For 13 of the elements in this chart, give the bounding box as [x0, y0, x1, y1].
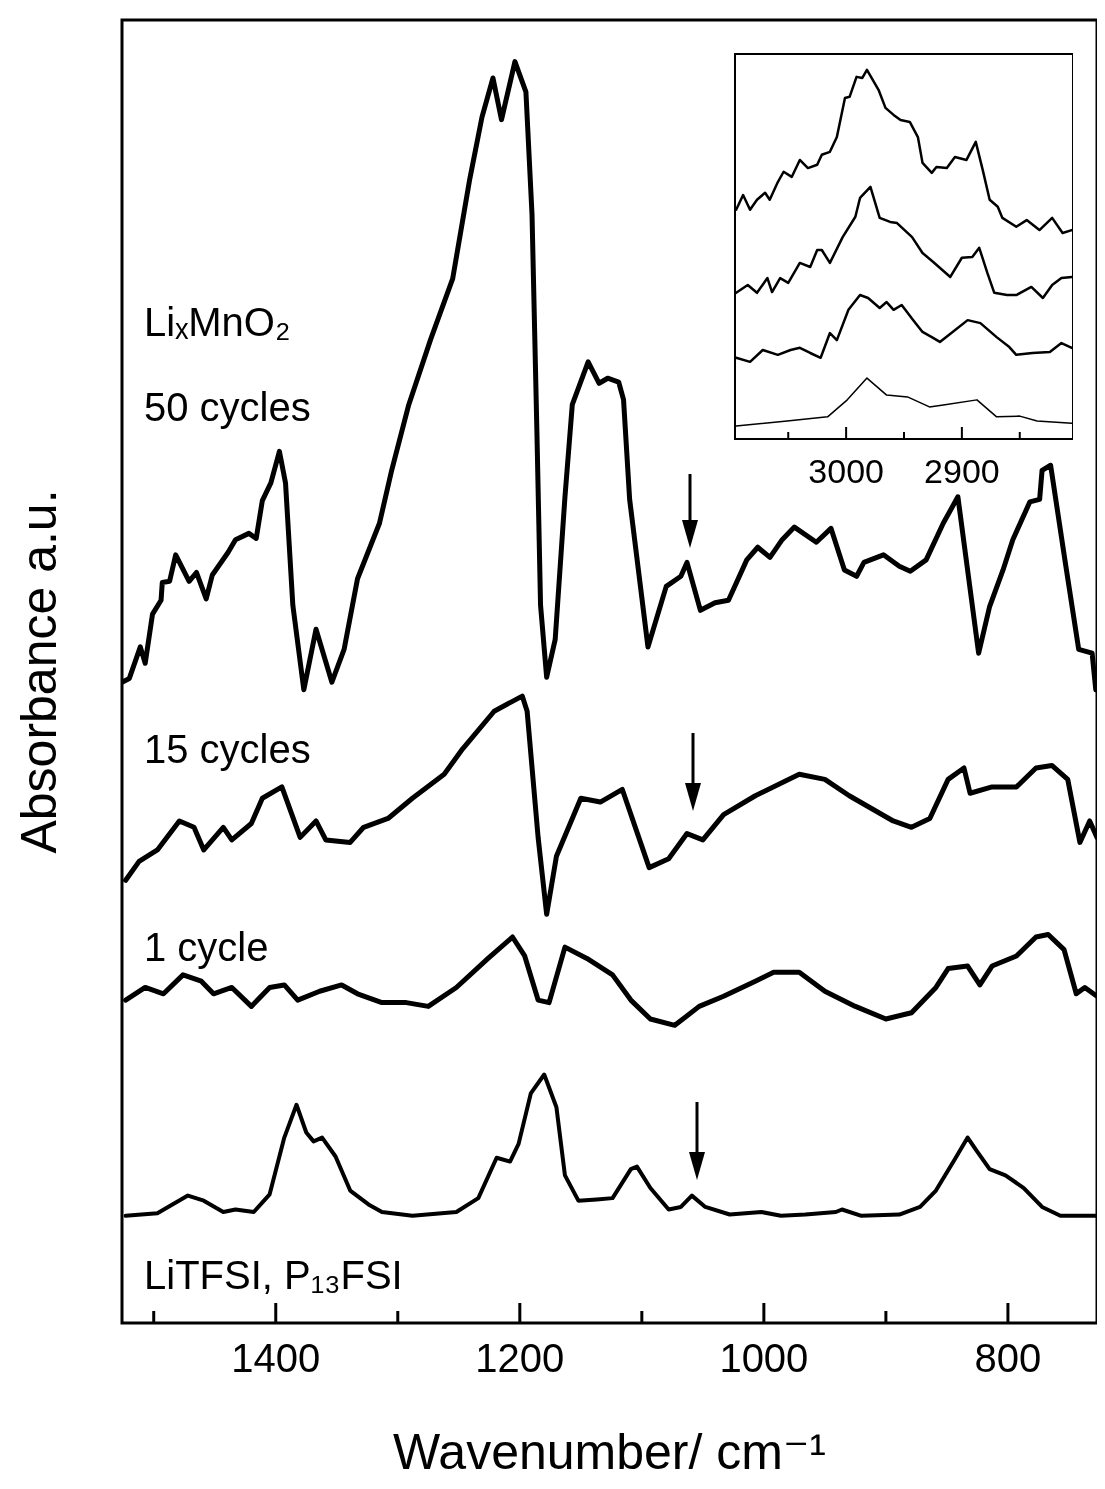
- x-tick-label: 800: [974, 1336, 1042, 1381]
- series-label: 15 cycles: [144, 727, 311, 772]
- series-label: LiTFSI, P₁₃FSI: [144, 1253, 403, 1298]
- y-axis-title: Absorbance a.u.: [10, 489, 67, 854]
- series-label: 50 cycles: [144, 385, 311, 430]
- x-tick-label: 1400: [231, 1336, 321, 1381]
- x-tick-label: 3000: [808, 451, 884, 490]
- x-tick-label: 1000: [719, 1336, 809, 1381]
- annotation: LiₓMnO₂: [144, 300, 291, 345]
- series-label: 1 cycle: [144, 925, 269, 970]
- x-axis-title: Wavenumber/ cm⁻¹: [393, 1423, 826, 1480]
- x-tick-label: 1200: [475, 1336, 565, 1381]
- x-tick-label: 2900: [924, 451, 1000, 490]
